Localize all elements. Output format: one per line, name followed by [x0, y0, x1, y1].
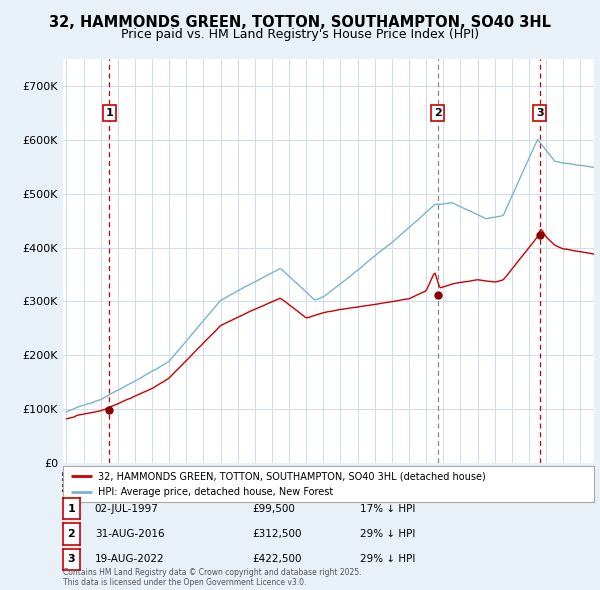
Text: £422,500: £422,500	[252, 555, 302, 564]
Text: 1: 1	[106, 108, 113, 118]
Text: 32, HAMMONDS GREEN, TOTTON, SOUTHAMPTON, SO40 3HL (detached house): 32, HAMMONDS GREEN, TOTTON, SOUTHAMPTON,…	[98, 471, 485, 481]
Text: 2: 2	[434, 108, 442, 118]
Text: 3: 3	[68, 555, 75, 564]
Text: 19-AUG-2022: 19-AUG-2022	[95, 555, 164, 564]
Text: 29% ↓ HPI: 29% ↓ HPI	[360, 555, 415, 564]
Text: 1: 1	[68, 504, 75, 513]
Text: 3: 3	[536, 108, 544, 118]
Text: 31-AUG-2016: 31-AUG-2016	[95, 529, 164, 539]
Text: 17% ↓ HPI: 17% ↓ HPI	[360, 504, 415, 513]
Text: £312,500: £312,500	[252, 529, 302, 539]
Text: 02-JUL-1997: 02-JUL-1997	[95, 504, 158, 513]
Text: HPI: Average price, detached house, New Forest: HPI: Average price, detached house, New …	[98, 487, 333, 497]
Text: Contains HM Land Registry data © Crown copyright and database right 2025.
This d: Contains HM Land Registry data © Crown c…	[63, 568, 361, 587]
Text: 29% ↓ HPI: 29% ↓ HPI	[360, 529, 415, 539]
Text: £99,500: £99,500	[252, 504, 295, 513]
Text: Price paid vs. HM Land Registry's House Price Index (HPI): Price paid vs. HM Land Registry's House …	[121, 28, 479, 41]
Text: 2: 2	[68, 529, 75, 539]
Text: 32, HAMMONDS GREEN, TOTTON, SOUTHAMPTON, SO40 3HL: 32, HAMMONDS GREEN, TOTTON, SOUTHAMPTON,…	[49, 15, 551, 30]
